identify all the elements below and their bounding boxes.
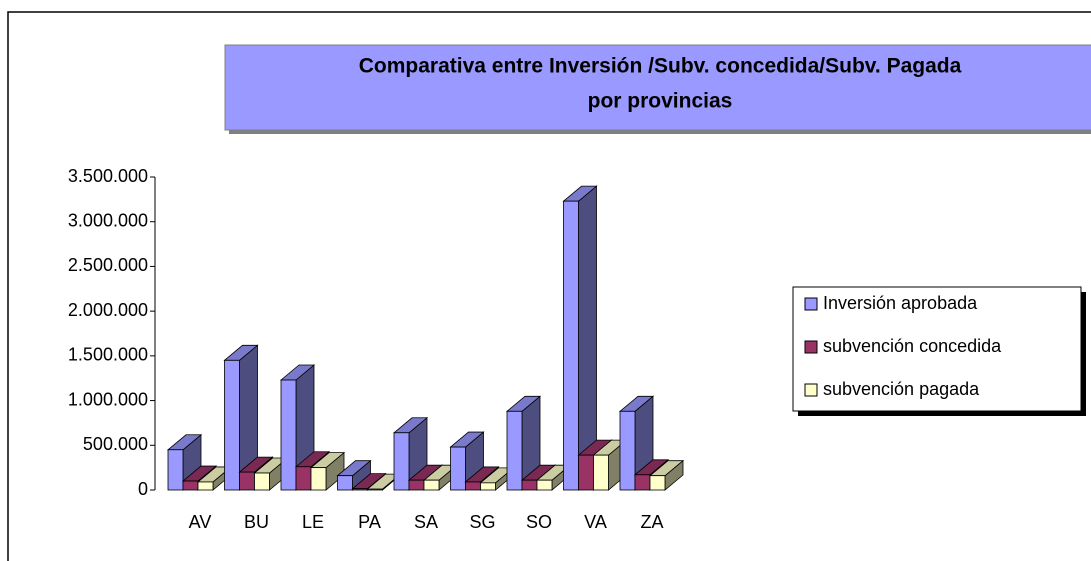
bar [506,410,523,491]
x-tick-label: SG [469,512,495,532]
y-tick-label: 3.000.000 [68,210,148,230]
bar [280,379,297,491]
legend-swatch [804,297,818,311]
bar [408,479,425,491]
bar [450,446,466,491]
bar [393,432,410,491]
bar [619,410,636,491]
bar [254,472,270,491]
y-tick-label: 1.500.000 [68,345,148,365]
bar [593,454,609,491]
x-tick-label: LE [302,512,324,532]
x-tick-label: VA [584,512,607,532]
bar [310,467,327,491]
bar [197,481,214,491]
legend-label: Inversión aprobada [823,293,978,313]
legend-box [792,286,1082,412]
x-tick-label: ZA [640,512,663,532]
y-tick-label: 500.000 [83,434,148,454]
y-tick-label: 2.500.000 [68,255,148,275]
bar [167,449,184,491]
bar [367,488,383,491]
chart-title: Comparativa entre Inversión /Subv. conce… [359,55,962,78]
legend-swatch [804,340,818,354]
legend-swatch [804,383,818,397]
y-tick-label: 3.500.000 [68,166,148,186]
y-tick-label: 0 [138,479,148,499]
bar [182,480,199,491]
bar [578,454,594,491]
x-tick-label: PA [358,512,381,532]
legend-label: subvención concedida [823,336,1002,356]
y-tick-label: 2.000.000 [68,300,148,320]
legend-label: subvención pagada [823,379,980,399]
x-tick-label: SO [526,512,552,532]
bar [480,482,496,491]
bar [239,471,255,491]
bar [423,479,440,491]
x-tick-label: AV [189,512,212,532]
bar [295,466,312,491]
bar [337,475,353,491]
title-box [224,44,1091,131]
bar [649,475,666,491]
chart-subtitle: por provincias [588,90,733,113]
bar [521,479,538,491]
bar [352,488,368,491]
bar [634,474,651,491]
bar [563,200,579,491]
bar [465,481,481,491]
chart-border [7,11,1091,561]
bar [224,359,240,491]
bar [536,479,553,491]
x-tick-label: SA [414,512,438,532]
x-tick-label: BU [244,512,269,532]
y-tick-label: 1.000.000 [68,389,148,409]
